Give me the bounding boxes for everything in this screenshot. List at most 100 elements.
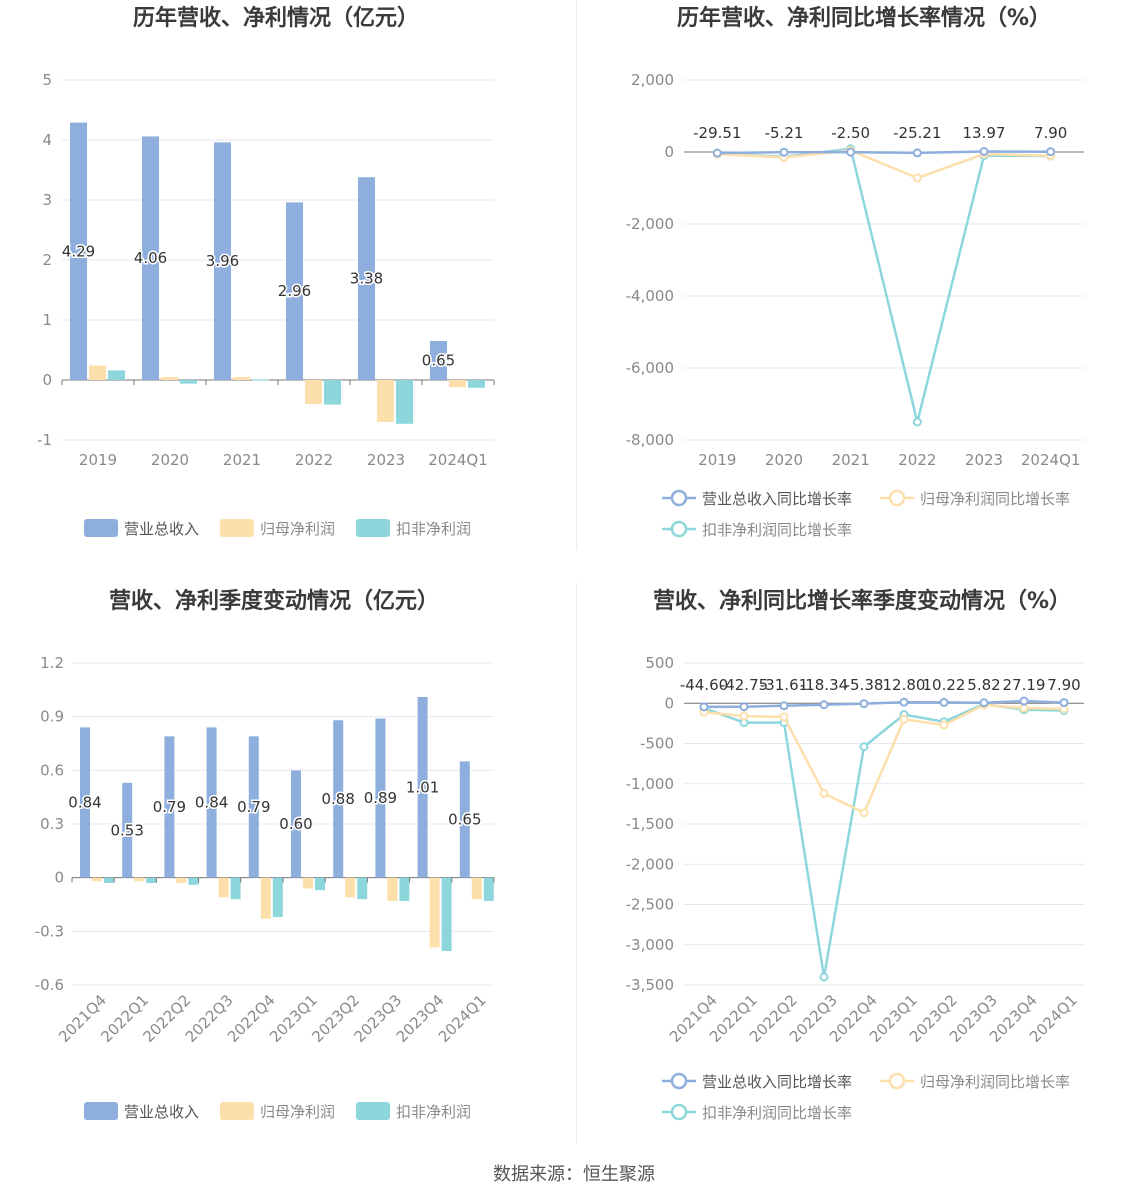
revenue-data-label: 4.06 bbox=[134, 249, 167, 267]
growth-data-label: 7.90 bbox=[1047, 676, 1080, 694]
data-source-footer: 数据来源：恒生聚源 bbox=[493, 1164, 655, 1185]
series-point bbox=[739, 702, 749, 712]
y-tick-label: 0.6 bbox=[40, 761, 64, 779]
annual-revenue-profit-chart: 历年营收、净利情况（亿元） 5 4 3 2 1 0 -1 4.29 4.06 3.96 2.96 3.3… bbox=[0, 0, 574, 580]
x-tick-label: 2023 bbox=[367, 451, 405, 469]
revenue-data-label: 0.65 bbox=[448, 811, 481, 829]
bar-deducted-profit bbox=[108, 370, 125, 380]
x-tick-label: 2020 bbox=[765, 451, 803, 469]
growth-data-label: -44.60 bbox=[680, 676, 728, 694]
bar-revenue bbox=[358, 177, 375, 380]
legend-label: 归母净利润 bbox=[260, 520, 335, 538]
y-tick-label: 2,000 bbox=[631, 71, 674, 89]
y-tick-label: -2,000 bbox=[626, 855, 674, 873]
quarterly-growth-rate-chart: 营收、净利同比增长率季度变动情况（%） 500 0 -500 -1,000 -1,500 -… bbox=[574, 583, 1148, 1163]
x-tick-label: 2020 bbox=[151, 451, 189, 469]
revenue-data-label: 0.84 bbox=[68, 794, 101, 812]
series-point bbox=[779, 701, 789, 711]
legend-label: 扣非净利润 bbox=[396, 520, 471, 538]
legend-swatch bbox=[84, 1102, 118, 1120]
bar-net-profit bbox=[218, 877, 229, 898]
y-tick-label: 0.9 bbox=[40, 708, 64, 726]
legend-label: 营业总收入同比增长率 bbox=[702, 490, 852, 508]
growth-data-label: -25.21 bbox=[893, 124, 941, 142]
y-tick-label: -4,000 bbox=[626, 287, 674, 305]
bar-deducted-profit bbox=[272, 877, 283, 918]
growth-data-label: -29.51 bbox=[693, 124, 741, 142]
legend-label: 扣非净利润同比增长率 bbox=[702, 521, 852, 539]
bar-revenue bbox=[214, 142, 231, 380]
bar-revenue bbox=[206, 727, 217, 878]
revenue-data-label: 4.29 bbox=[62, 242, 95, 260]
revenue-data-label: 2.96 bbox=[278, 282, 311, 300]
y-tick-label: 4 bbox=[42, 131, 52, 149]
legend-marker bbox=[888, 1072, 906, 1090]
bar-deducted-profit bbox=[230, 877, 241, 900]
series-point bbox=[1019, 703, 1029, 713]
series-point bbox=[979, 146, 989, 156]
series-point bbox=[846, 147, 856, 157]
bar-deducted-profit bbox=[180, 380, 197, 384]
bar-net-profit bbox=[176, 877, 187, 884]
y-tick-label: 0 bbox=[664, 694, 674, 712]
series-point bbox=[979, 698, 989, 708]
x-tick-label: 2021 bbox=[832, 451, 870, 469]
series-point bbox=[912, 417, 922, 427]
growth-data-label: -5.21 bbox=[765, 124, 804, 142]
bar-revenue bbox=[430, 341, 447, 380]
growth-data-label: -18.34 bbox=[800, 676, 848, 694]
divider-bottom bbox=[576, 583, 577, 1143]
x-tick-label: 2024Q1 bbox=[428, 451, 488, 469]
divider-top bbox=[576, 0, 577, 550]
legend-swatch bbox=[84, 519, 118, 537]
bar-net-profit bbox=[260, 877, 271, 919]
series-point bbox=[1059, 698, 1069, 708]
series-point bbox=[939, 720, 949, 730]
legend-marker bbox=[670, 489, 688, 507]
legend-label: 归母净利润同比增长率 bbox=[920, 1073, 1070, 1091]
bar-revenue bbox=[375, 718, 386, 878]
bar-revenue bbox=[291, 770, 301, 878]
y-tick-label: -1,500 bbox=[626, 815, 674, 833]
series-point bbox=[819, 972, 829, 982]
legend-label: 归母净利润 bbox=[260, 1103, 335, 1121]
series-point bbox=[819, 788, 829, 798]
bar-net-profit bbox=[92, 877, 102, 882]
series-line-2 bbox=[717, 147, 1051, 423]
bar-net-profit bbox=[303, 877, 313, 889]
series-point bbox=[1046, 147, 1056, 157]
bar-deducted-profit bbox=[252, 379, 269, 381]
growth-data-label: 12.80 bbox=[883, 676, 926, 694]
annual-growth-rate-chart: 历年营收、净利同比增长率情况（%） 2,000 0 -2,000 -4,000 -6,00… bbox=[574, 0, 1148, 580]
y-tick-label: 0.3 bbox=[40, 815, 64, 833]
x-tick-label: 2019 bbox=[79, 451, 117, 469]
y-tick-label: -500 bbox=[640, 735, 674, 753]
bar-net-profit bbox=[345, 877, 356, 898]
bar-net-profit bbox=[471, 877, 482, 900]
series-point bbox=[699, 702, 709, 712]
bar-deducted-profit bbox=[441, 877, 452, 952]
y-tick-label: 1.2 bbox=[40, 654, 64, 672]
revenue-data-label: 0.89 bbox=[364, 789, 397, 807]
series-point bbox=[739, 711, 749, 721]
y-tick-label: 0 bbox=[42, 371, 52, 389]
bar-net-profit bbox=[377, 380, 394, 422]
y-tick-label: -3,500 bbox=[626, 976, 674, 994]
series-point bbox=[712, 148, 722, 158]
series-point bbox=[899, 697, 909, 707]
bar-net-profit bbox=[449, 380, 466, 388]
growth-data-label: -2.50 bbox=[831, 124, 870, 142]
growth-data-label: 5.82 bbox=[967, 676, 1000, 694]
series-point bbox=[899, 714, 909, 724]
legend-marker bbox=[670, 520, 688, 538]
revenue-data-label: 1.01 bbox=[406, 778, 439, 796]
legend-label: 营业总收入同比增长率 bbox=[702, 1073, 852, 1091]
bar-net-profit bbox=[233, 377, 250, 380]
revenue-data-label: 0.65 bbox=[422, 352, 455, 370]
chart-title: 历年营收、净利同比增长率情况（%） bbox=[677, 5, 1051, 31]
series-point bbox=[912, 148, 922, 158]
revenue-data-label: 0.88 bbox=[321, 790, 354, 808]
x-tick-label: 2021 bbox=[223, 451, 261, 469]
x-tick-label: 2022 bbox=[898, 451, 936, 469]
legend-swatch bbox=[356, 1102, 390, 1120]
